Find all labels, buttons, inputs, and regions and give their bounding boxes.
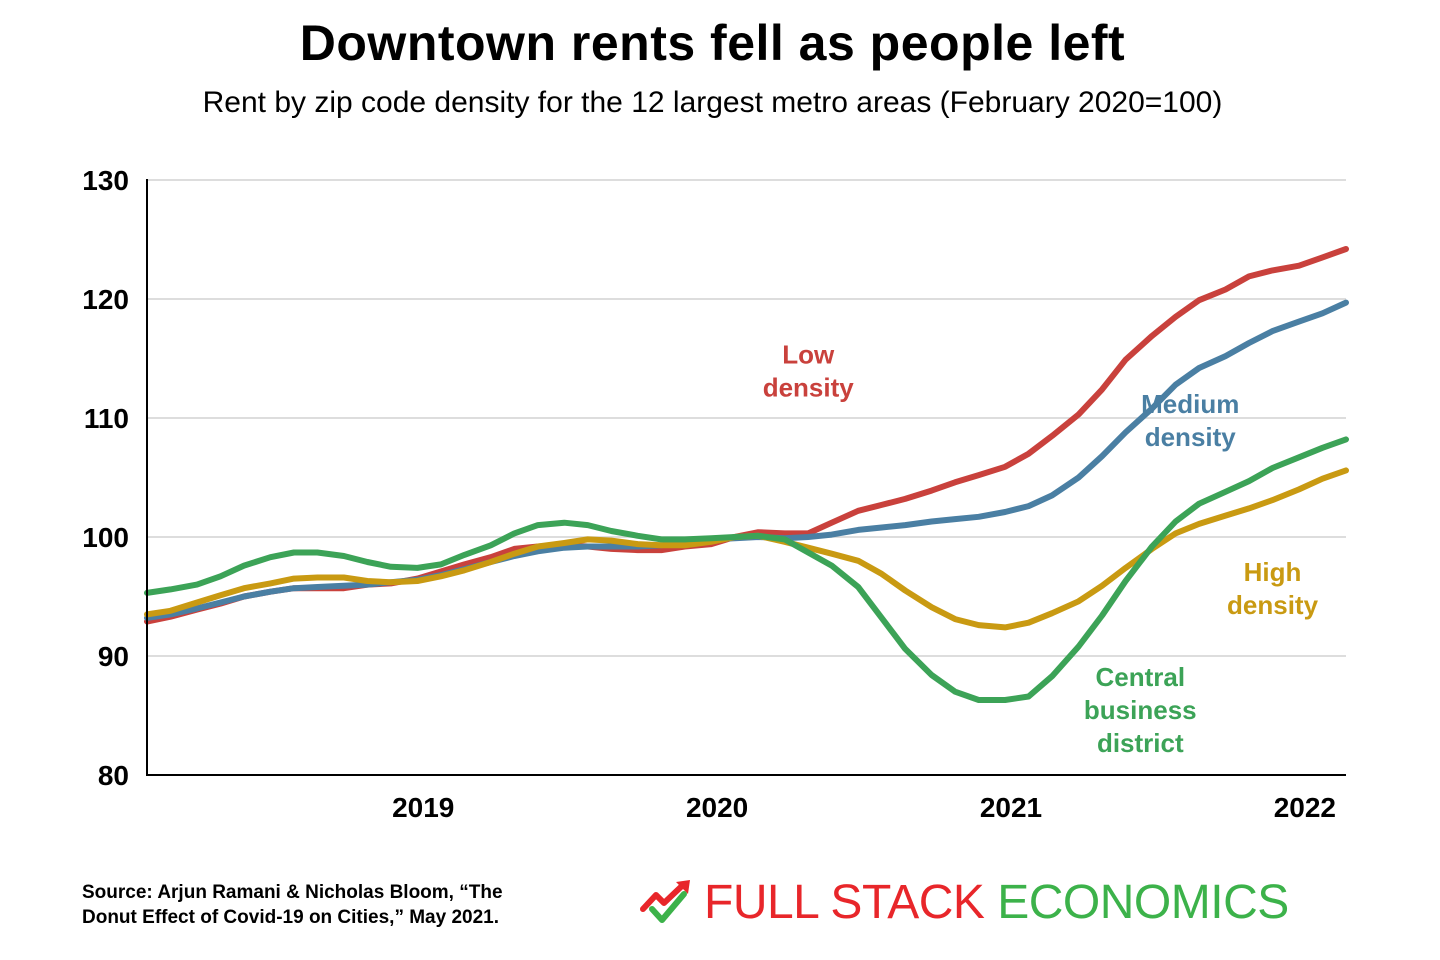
series-group [144, 246, 1349, 703]
brand-word-economics: ECONOMICS [997, 875, 1289, 929]
gridlines [147, 179, 1346, 657]
series-line-high-density [144, 467, 1349, 631]
series-label-medium-density: Medium [1141, 389, 1239, 419]
series-label-central-business-district: business [1084, 695, 1197, 725]
x-tick-label: 2020 [686, 792, 748, 823]
x-tick-label: 2019 [392, 792, 454, 823]
brand-word-full-stack: FULL STACK [704, 875, 985, 929]
source-line-2: Donut Effect of Covid-19 on Cities,” May… [82, 907, 500, 928]
series-label-high-density: density [1227, 590, 1319, 620]
x-tick-label: 2021 [980, 792, 1042, 823]
series-label-low-density: Low [782, 339, 835, 369]
y-tick-label: 110 [84, 403, 129, 434]
source-line-1: Source: Arjun Ramani & Nicholas Bloom, “… [82, 882, 503, 903]
y-tick-label: 90 [98, 641, 129, 672]
trend-check-icon [640, 880, 690, 923]
x-axis-ticks: 2019 2020 2021 2022 [392, 792, 1336, 823]
series-label-high-density: High [1244, 557, 1302, 587]
y-tick-label: 120 [82, 284, 129, 315]
series-labels: LowdensityMediumdensityHighdensityCentra… [763, 339, 1319, 757]
y-tick-label: 100 [82, 522, 129, 553]
series-label-central-business-district: Central [1096, 662, 1186, 692]
y-axis-ticks: 80 90 100 110 120 130 [82, 165, 129, 791]
y-tick-label: 130 [82, 165, 129, 196]
chart-title: Downtown rents fell as people left [299, 15, 1126, 71]
brand-name: FULL STACK ECONOMICS [704, 875, 1289, 930]
series-label-medium-density: density [1145, 422, 1237, 452]
brand-logo: FULL STACK ECONOMICS [640, 872, 1289, 932]
source-note: Source: Arjun Ramani & Nicholas Bloom, “… [82, 880, 602, 930]
chart-subtitle: Rent by zip code density for the 12 larg… [202, 86, 1223, 119]
series-line-medium-density [144, 299, 1349, 621]
series-line-central-business-district [144, 436, 1349, 703]
series-label-central-business-district: district [1097, 728, 1184, 758]
x-tick-label: 2022 [1274, 792, 1336, 823]
series-label-low-density: density [763, 372, 855, 402]
y-tick-label: 80 [98, 760, 129, 791]
